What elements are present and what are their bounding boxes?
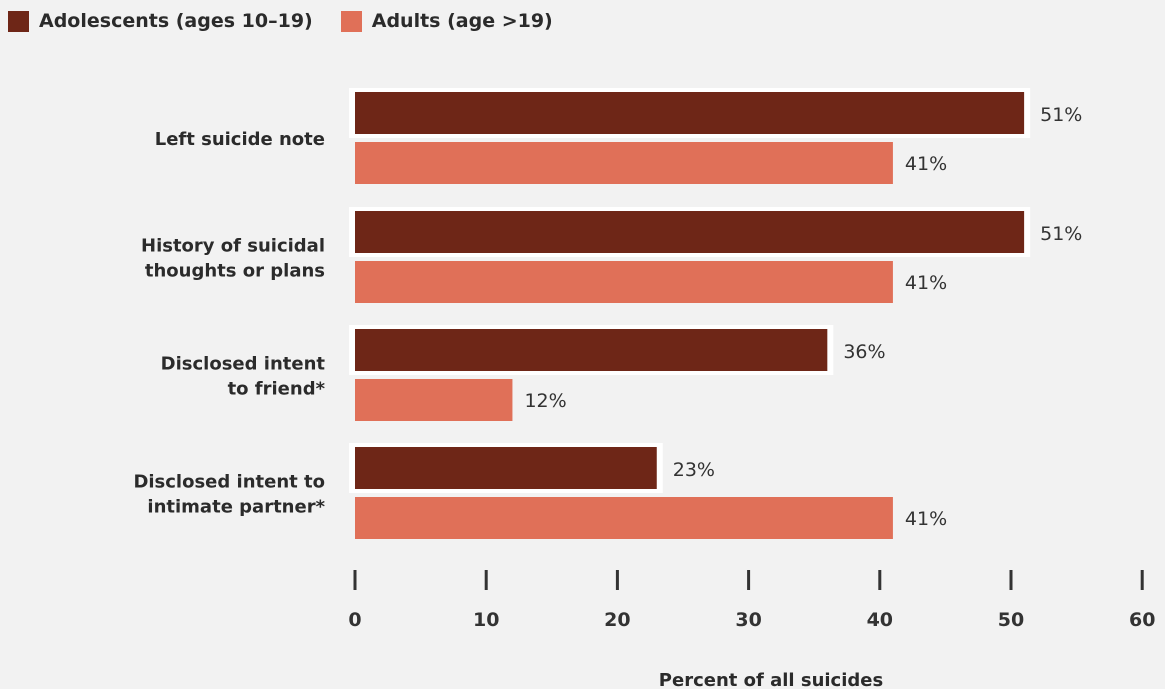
bar-adults bbox=[355, 142, 893, 184]
x-tick-label: 40 bbox=[867, 609, 893, 631]
legend: Adolescents (ages 10–19) Adults (age >19… bbox=[8, 10, 581, 32]
bar-adults bbox=[355, 261, 893, 303]
data-label-adolescents: 23% bbox=[673, 459, 715, 481]
data-label-adolescents: 51% bbox=[1040, 104, 1082, 126]
category-label: History of suicidal thoughts or plans bbox=[141, 236, 325, 282]
x-axis-title: Percent of all suicides bbox=[659, 670, 883, 689]
bar-adults bbox=[355, 379, 513, 421]
category-label: Left suicide note bbox=[155, 129, 325, 150]
legend-swatch-adolescents bbox=[8, 10, 29, 32]
x-tick-label: 60 bbox=[1129, 609, 1155, 631]
bar-adolescents bbox=[355, 92, 1025, 134]
data-label-adolescents: 36% bbox=[843, 341, 885, 363]
data-label-adults: 41% bbox=[905, 508, 947, 530]
data-label-adults: 41% bbox=[905, 153, 947, 175]
labels-layer: 51% 41% Left suicide note 51% 41% History of … bbox=[133, 104, 1082, 530]
legend-label-adults: Adults (age >19) bbox=[371, 10, 553, 32]
bars-layer bbox=[349, 88, 1031, 539]
x-tick-label: 20 bbox=[604, 609, 630, 631]
legend-swatch-adults bbox=[340, 10, 362, 32]
bar-adolescents bbox=[355, 447, 657, 489]
data-label-adults: 12% bbox=[524, 390, 566, 412]
x-tick-label: 10 bbox=[473, 609, 499, 631]
bar-adolescents bbox=[355, 211, 1025, 253]
x-tick-label: 30 bbox=[735, 609, 761, 631]
x-tick-label: 0 bbox=[348, 609, 361, 631]
bar-adults bbox=[355, 497, 893, 539]
data-label-adults: 41% bbox=[905, 272, 947, 294]
legend-item-adolescents: Adolescents (ages 10–19) bbox=[8, 10, 313, 32]
x-tick-label: 50 bbox=[998, 609, 1024, 631]
legend-item-adults: Adults (age >19) bbox=[340, 10, 553, 32]
data-label-adolescents: 51% bbox=[1040, 223, 1082, 245]
bar-adolescents bbox=[355, 329, 828, 371]
legend-label-adolescents: Adolescents (ages 10–19) bbox=[39, 10, 313, 32]
category-label: Disclosed intent to intimate partner* bbox=[133, 472, 325, 518]
category-label: Disclosed intent to friend* bbox=[161, 354, 326, 400]
x-axis: 0 10 20 30 40 50 60 bbox=[348, 570, 1155, 631]
